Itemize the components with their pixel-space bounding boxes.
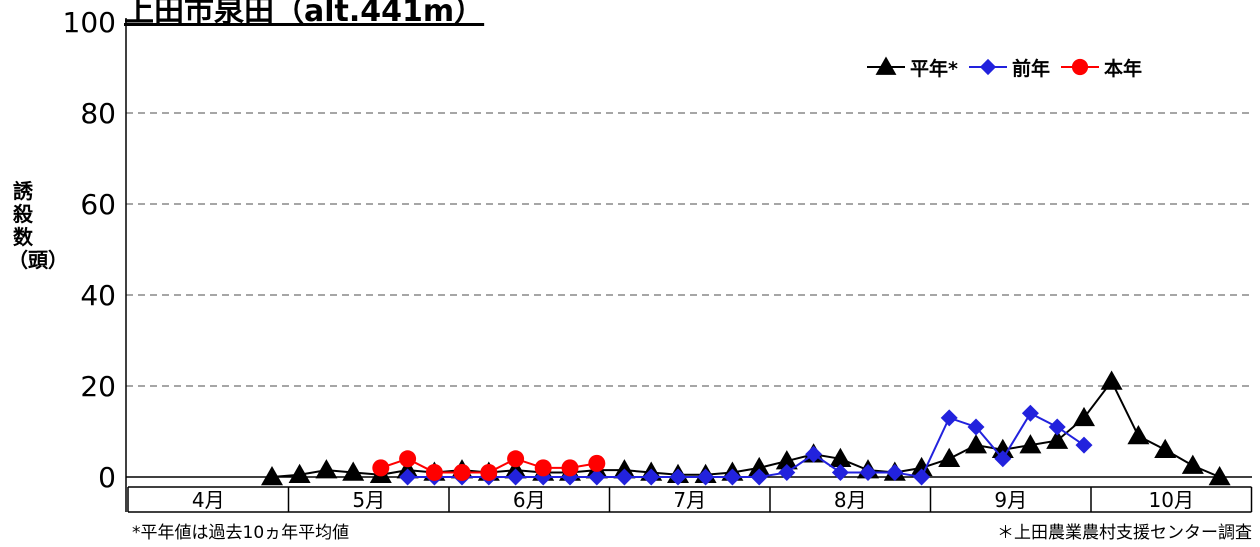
triangle-marker (829, 447, 852, 468)
diamond-marker (1048, 418, 1066, 436)
month-label: 9月 (994, 488, 1027, 512)
triangle-marker (315, 459, 338, 479)
diamond-marker (750, 468, 768, 486)
legend: 平年* 前年 本年 (866, 52, 1142, 82)
diamond-marker (967, 418, 985, 436)
triangle-marker (288, 463, 311, 483)
month-label: 8月 (834, 488, 867, 512)
circle-marker (453, 463, 471, 481)
legend-swatch (867, 56, 905, 75)
diamond-marker (994, 450, 1012, 468)
diamond-marker (588, 468, 606, 486)
triangle-marker (965, 434, 988, 454)
month-axis: 4月 5月 6月 7月 8月 9月 10月 (127, 486, 1253, 513)
diamond-marker (886, 463, 904, 481)
month-label: 7月 (673, 488, 706, 512)
diamond-marker (507, 468, 525, 486)
circle-marker (507, 450, 525, 468)
circle-marker (1071, 58, 1089, 76)
y-tick-label: 60 (80, 188, 116, 221)
legend-swatch (1060, 58, 1099, 76)
triangle-marker (748, 456, 771, 477)
y-tick-label: 0 (98, 461, 116, 494)
legend-swatch (968, 58, 1007, 76)
series-2 (372, 450, 606, 481)
triangle-marker (1181, 454, 1204, 474)
series-line (407, 411, 1085, 479)
diamond-marker (723, 468, 741, 486)
legend-label: 前年 (1011, 57, 1050, 80)
legend-item: 本年 (1060, 54, 1142, 81)
circle-marker (425, 463, 443, 481)
month-label: 6月 (513, 488, 546, 512)
legend-item: 平年* (866, 54, 958, 81)
chart-title: 上田市泉田（alt.441m） (124, 0, 485, 29)
diamond-marker (805, 445, 823, 463)
triangle-marker (261, 466, 283, 486)
circle-marker (372, 459, 390, 477)
circle-marker (480, 463, 498, 481)
month-label: 5月 (352, 488, 385, 512)
triangle-marker (938, 447, 961, 468)
triangle-marker (1073, 406, 1095, 427)
triangle-marker (1154, 438, 1177, 458)
diamond-marker (979, 58, 997, 76)
triangle-marker (875, 56, 897, 75)
diamond-marker (697, 468, 715, 486)
diamond-marker (913, 468, 931, 486)
y-tick-label: 100 (63, 6, 116, 39)
diamond-marker (669, 468, 687, 486)
series-1 (399, 404, 1093, 486)
y-tick-label: 40 (80, 279, 116, 312)
y-axis-label: 誘殺数（頭） (8, 179, 68, 272)
circle-marker (588, 454, 606, 472)
triangle-marker (1019, 434, 1042, 454)
circle-marker (561, 459, 579, 477)
series-lines (261, 370, 1231, 486)
y-tick-label: 80 (80, 97, 116, 130)
legend-label: 本年 (1103, 57, 1142, 80)
diamond-marker (778, 463, 796, 481)
y-tick-label: 20 (80, 370, 116, 403)
month-label: 10月 (1149, 488, 1194, 512)
circle-marker (534, 459, 552, 477)
legend-label: 平年* (910, 57, 958, 80)
diamond-marker (831, 463, 849, 481)
footnote-right: ＊上田農業農村支援センター調査 (997, 523, 1252, 543)
diamond-marker (615, 468, 633, 486)
diamond-marker (1075, 436, 1093, 454)
triangle-marker (1100, 370, 1123, 390)
diamond-marker (940, 409, 958, 427)
triangle-marker (1046, 429, 1069, 449)
circle-marker (399, 450, 417, 468)
triangle-marker (910, 456, 933, 477)
grid-lines (126, 112, 1252, 387)
triangle-marker (775, 450, 798, 470)
axes: 0 20 40 60 80 100 (63, 6, 1252, 512)
triangle-marker (1208, 466, 1231, 486)
triangle-marker (342, 461, 365, 481)
diamond-marker (859, 463, 877, 481)
diamond-marker (1021, 404, 1039, 422)
diamond-marker (642, 468, 660, 486)
series-0 (261, 370, 1231, 486)
diamond-marker (399, 468, 417, 486)
triangle-marker (1127, 425, 1150, 445)
month-label: 4月 (192, 488, 225, 512)
legend-item: 前年 (968, 54, 1050, 81)
footnote-left: *平年値は過去10ヵ年平均値 (132, 523, 350, 543)
